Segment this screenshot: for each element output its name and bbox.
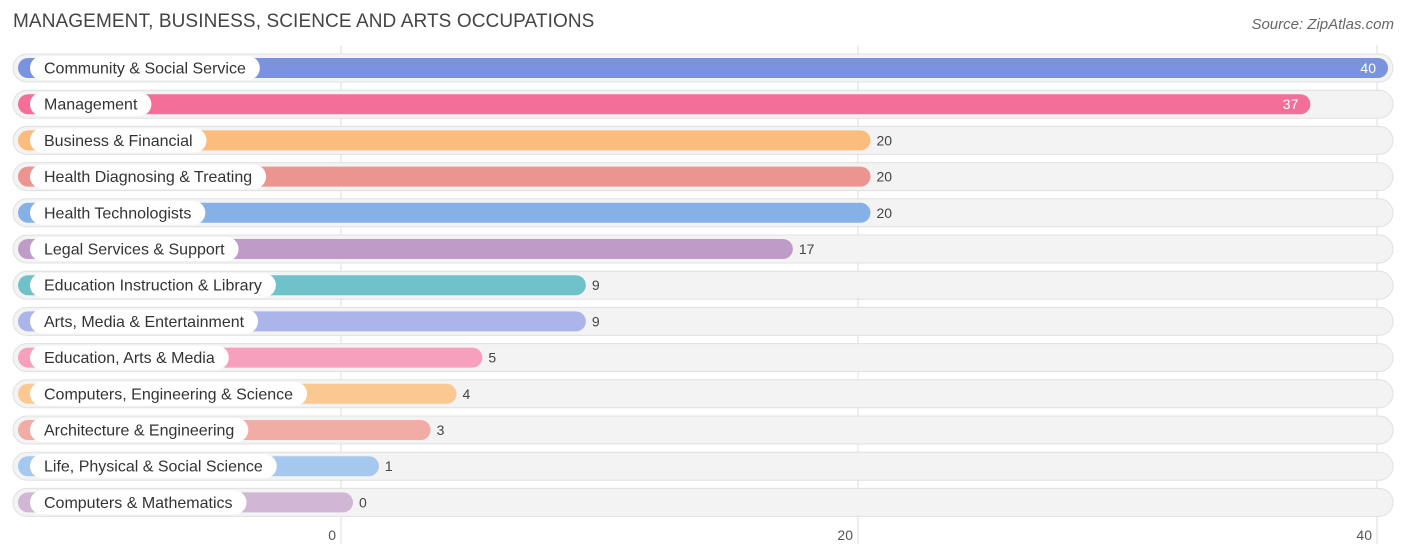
value-label: 3 bbox=[437, 422, 445, 438]
category-label-pill bbox=[30, 200, 206, 225]
value-label: 20 bbox=[877, 205, 893, 221]
bar-row: Health Diagnosing & Treating 20 bbox=[12, 162, 1394, 192]
category-label: Business & Financial bbox=[44, 133, 193, 150]
category-label-pill bbox=[30, 56, 260, 80]
value-label: 1 bbox=[385, 458, 393, 474]
value-label: 4 bbox=[463, 386, 471, 402]
value-label: 40 bbox=[1360, 60, 1376, 76]
bar-row: Architecture & Engineering 3 bbox=[12, 415, 1394, 445]
category-label-pill bbox=[30, 128, 207, 153]
value-label: 5 bbox=[488, 350, 496, 366]
bar-row: Arts, Media & Entertainment 9 bbox=[12, 306, 1394, 336]
category-label-pill bbox=[30, 454, 277, 479]
category-label-pill bbox=[30, 237, 239, 261]
category-label: Health Diagnosing & Treating bbox=[44, 169, 252, 186]
category-label-pill bbox=[30, 273, 276, 298]
bar-row: Health Technologists 20 bbox=[12, 198, 1394, 228]
category-label: Computers, Engineering & Science bbox=[44, 386, 293, 403]
bar-row: Education Instruction & Library 9 bbox=[12, 270, 1394, 300]
category-label: Education, Arts & Media bbox=[44, 350, 215, 367]
category-label-pill bbox=[30, 345, 229, 370]
value-label: 0 bbox=[359, 494, 367, 510]
category-label: Legal Services & Support bbox=[44, 242, 225, 259]
bar-row: Life, Physical & Social Science 1 bbox=[12, 451, 1394, 481]
bar-row: Education, Arts & Media 5 bbox=[12, 343, 1394, 373]
chart-title: MANAGEMENT, BUSINESS, SCIENCE AND ARTS O… bbox=[13, 11, 595, 32]
value-label: 20 bbox=[877, 132, 893, 148]
bar bbox=[18, 94, 1311, 115]
category-label: Life, Physical & Social Science bbox=[44, 459, 263, 476]
category-label-pill bbox=[30, 92, 152, 117]
category-label: Education Instruction & Library bbox=[44, 278, 262, 295]
x-tick-label: 20 bbox=[837, 527, 853, 543]
category-label: Computers & Mathematics bbox=[44, 495, 233, 512]
x-tick-label: 40 bbox=[1356, 527, 1372, 543]
value-label: 37 bbox=[1283, 96, 1299, 112]
bar-row: Computers & Mathematics 0 bbox=[12, 487, 1394, 517]
x-tick-label: 0 bbox=[328, 527, 336, 543]
source-note: Source: ZipAtlas.com bbox=[1251, 16, 1394, 33]
bar-row: Management 37 bbox=[12, 89, 1394, 119]
bar bbox=[18, 202, 871, 223]
category-label-pill bbox=[30, 164, 267, 189]
value-label: 20 bbox=[877, 169, 893, 185]
bar bbox=[18, 58, 1388, 78]
category-label: Management bbox=[44, 97, 138, 114]
category-label-pill bbox=[30, 309, 259, 334]
value-label: 9 bbox=[592, 313, 600, 329]
bar-row: Business & Financial 20 bbox=[12, 125, 1394, 155]
category-label-pill bbox=[30, 490, 247, 515]
bar-row: Computers, Engineering & Science 4 bbox=[12, 379, 1394, 409]
category-label-pill bbox=[30, 381, 308, 406]
bar-row: Legal Services & Support 17 bbox=[12, 234, 1394, 264]
value-label: 9 bbox=[592, 277, 600, 293]
bar bbox=[18, 130, 871, 151]
value-label: 17 bbox=[799, 241, 815, 257]
category-label: Health Technologists bbox=[44, 205, 191, 222]
category-label: Arts, Media & Entertainment bbox=[44, 314, 245, 331]
bar-row: Community & Social Service 40 bbox=[12, 53, 1394, 83]
category-label-pill bbox=[30, 418, 249, 442]
category-label: Architecture & Engineering bbox=[44, 423, 234, 440]
category-label: Community & Social Service bbox=[44, 61, 246, 78]
bar-track bbox=[12, 487, 1394, 517]
